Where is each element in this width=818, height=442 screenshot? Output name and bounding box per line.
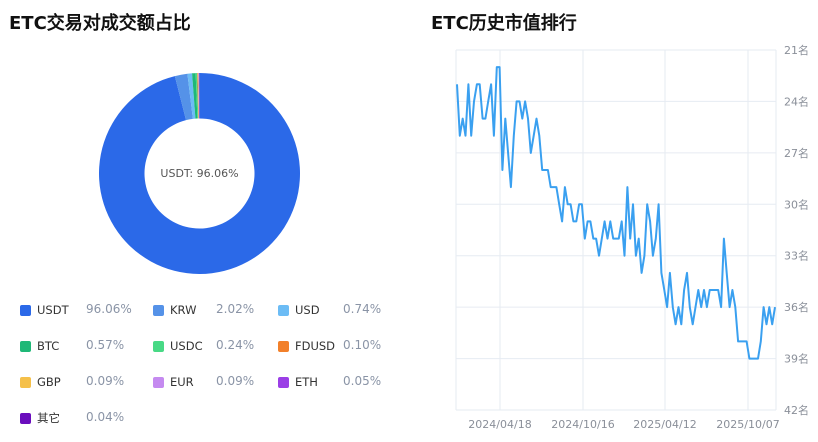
legend-item-4[interactable]: USDC [153, 337, 203, 355]
rank-line [456, 66, 776, 360]
legend-value: 0.05% [343, 374, 382, 388]
donut-slice-usdt[interactable] [99, 73, 300, 274]
legend-label: ETH [295, 375, 318, 389]
x-tick-label: 2024/04/18 [468, 418, 531, 431]
donut-slice-gbp[interactable] [197, 73, 199, 119]
market-cap-rank-panel: ETC历史市值排行 21名 24名 27名 30名 33名 36名 39名 42名 2024/0… [420, 0, 818, 442]
legend-value: 0.04% [86, 410, 125, 424]
legend-swatch [153, 304, 164, 316]
legend-value: 0.09% [86, 374, 125, 388]
x-tick-label: 2024/10/16 [551, 418, 614, 431]
legend-swatch [153, 376, 164, 388]
legend-item-2[interactable]: USD [278, 301, 320, 319]
y-tick-label: 27名 [784, 146, 809, 160]
legend-label: USDT [37, 303, 69, 317]
x-tick-label: 2025/04/12 [633, 418, 696, 431]
legend-label: GBP [37, 375, 61, 389]
legend-item-3[interactable]: BTC [20, 337, 59, 355]
y-tick-label: 30名 [784, 197, 809, 211]
legend-value: 2.02% [216, 302, 255, 316]
x-tick-label: 2025/10/07 [716, 418, 779, 431]
legend-label: FDUSD [295, 339, 336, 353]
legend-value: 0.57% [86, 338, 125, 352]
legend-swatch [153, 340, 164, 352]
y-tick-label: 33名 [784, 249, 809, 263]
legend-label: KRW [170, 303, 197, 317]
legend-item-6[interactable]: GBP [20, 373, 61, 391]
legend-item-5[interactable]: FDUSD [278, 337, 335, 355]
legend-value: 0.74% [343, 302, 382, 316]
legend-value: 96.06% [86, 302, 132, 316]
market-cap-rank-title: ETC历史市值排行 [431, 13, 577, 34]
donut-slice-usd[interactable] [187, 73, 196, 119]
legend-label: USDC [170, 339, 203, 353]
legend-swatch [278, 304, 289, 316]
legend-item-9[interactable]: 其它 [20, 409, 60, 427]
legend-swatch [278, 340, 289, 352]
trading-pair-donut-chart[interactable]: USDT: 96.06% [99, 73, 300, 274]
y-tick-label: 21名 [784, 43, 809, 57]
y-tick-label: 39名 [784, 352, 809, 366]
donut-svg [99, 73, 300, 274]
y-tick-label: 36名 [784, 300, 809, 314]
legend-label: EUR [170, 375, 194, 389]
legend-swatch [20, 376, 31, 388]
donut-slice-usdc[interactable] [195, 73, 199, 119]
legend-label: BTC [37, 339, 60, 353]
legend-swatch [20, 412, 31, 424]
legend-value: 0.10% [343, 338, 382, 352]
legend-item-7[interactable]: EUR [153, 373, 194, 391]
y-tick-label: 42名 [784, 403, 809, 417]
legend-swatch [20, 340, 31, 352]
donut-slice-eur[interactable] [198, 73, 200, 119]
legend-swatch [278, 376, 289, 388]
donut-slice-krw[interactable] [174, 73, 193, 121]
legend-label: USD [295, 303, 320, 317]
y-tick-label: 24名 [784, 94, 809, 108]
legend-value: 0.24% [216, 338, 255, 352]
legend-label: 其它 [37, 411, 60, 425]
donut-center-label: USDT: 96.06% [160, 167, 239, 180]
legend-item-1[interactable]: KRW [153, 301, 196, 319]
rank-line-chart[interactable]: 21名 24名 27名 30名 33名 36名 39名 42名 2024/04/18 2024/1… [420, 0, 818, 442]
legend-item-8[interactable]: ETH [278, 373, 318, 391]
legend-value: 0.09% [216, 374, 255, 388]
donut-slice-fdusd[interactable] [197, 73, 199, 119]
donut-slice-btc[interactable] [192, 73, 198, 119]
legend-swatch [20, 304, 31, 316]
trading-pair-share-panel: ETC交易对成交额占比 USDT: 96.06% USDT 96.06% KRW 2.… [9, 13, 382, 427]
legend-item-0[interactable]: USDT [20, 301, 69, 319]
trading-pair-share-title: ETC交易对成交额占比 [9, 13, 191, 34]
